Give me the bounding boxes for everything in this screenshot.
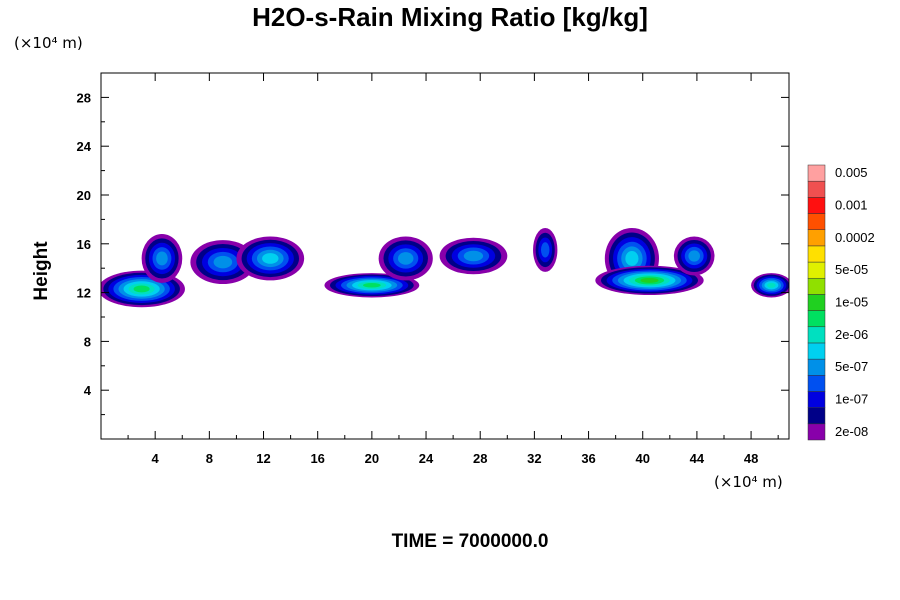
contour-level-4 <box>156 251 168 266</box>
cloud-cell <box>439 237 508 275</box>
colorbar-swatch <box>807 407 826 425</box>
x-tick-label: 44 <box>690 451 705 466</box>
colorbar-swatch <box>807 261 826 279</box>
x-tick-label: 40 <box>635 451 649 466</box>
colorbar-label: 5e-05 <box>835 262 868 277</box>
cloud-cell <box>141 234 183 283</box>
cloud-cell <box>101 270 185 308</box>
x-tick-label: 48 <box>744 451 758 466</box>
time-label: TIME = 7000000.0 <box>391 531 549 552</box>
colorbar-swatch <box>807 375 826 392</box>
colorbar-label: 2e-08 <box>835 424 868 439</box>
colorbar-swatch <box>807 326 826 344</box>
x-tick-label: 32 <box>527 451 541 466</box>
x-tick-label: 28 <box>473 451 487 466</box>
colorbar-label: 5e-07 <box>835 359 868 374</box>
y-tick-label: 28 <box>77 90 91 105</box>
colorbar-swatch <box>807 277 826 295</box>
x-tick-label: 8 <box>206 451 213 466</box>
chart-title: H2O-s-Rain Mixing Ratio [kg/kg] <box>252 2 648 32</box>
y-tick-label: 16 <box>77 237 91 252</box>
x-axis-unit: (×10⁴ m) <box>714 473 783 491</box>
colorbar-swatch <box>807 180 826 198</box>
y-tick-label: 24 <box>77 139 92 154</box>
y-tick-label: 20 <box>77 188 91 203</box>
colorbar-swatch <box>807 245 826 263</box>
y-tick-label: 4 <box>84 383 92 398</box>
cloud-cell <box>378 236 433 281</box>
x-tick-label: 16 <box>310 451 324 466</box>
colorbar-label: 2e-06 <box>835 327 868 342</box>
colorbar-label: 1e-05 <box>835 295 868 310</box>
colorbar: 2e-08 1e-07 5e-07 2e-06 1e-05 5e-05 0.0002 0.00… <box>807 164 875 441</box>
colorbar-swatch <box>807 197 826 214</box>
plot-frame <box>100 72 790 440</box>
contour-level-4 <box>463 250 484 262</box>
contour-level-5 <box>262 253 279 264</box>
colorbar-label: 0.0002 <box>835 230 875 245</box>
y-axis-unit: (×10⁴ m) <box>14 34 83 52</box>
y-tick-label: 12 <box>77 286 91 301</box>
x-tick-label: 20 <box>365 451 379 466</box>
colorbar-swatch <box>807 294 826 311</box>
contour-level-6 <box>767 282 776 288</box>
colorbar-swatch <box>807 342 826 360</box>
cloud-cell <box>673 236 715 276</box>
colorbar-swatch <box>807 391 826 408</box>
contour-level-4 <box>397 252 414 265</box>
contour-level-4 <box>213 255 233 269</box>
contour-level-8 <box>640 277 659 283</box>
colorbar-label: 1e-07 <box>835 392 868 407</box>
x-tick-label: 12 <box>256 451 270 466</box>
colorbar-label: 0.001 <box>835 197 868 212</box>
colorbar-swatch <box>807 229 826 247</box>
colorbar-swatch <box>807 164 826 182</box>
contour-level-7 <box>363 283 381 288</box>
cloud-cell <box>595 265 704 296</box>
colorbar-swatch <box>807 423 826 441</box>
contour-level-3 <box>540 242 550 258</box>
contour-field <box>101 227 789 308</box>
colorbar-swatch <box>807 213 826 230</box>
x-tick-label: 24 <box>419 451 434 466</box>
colorbar-swatch <box>807 358 826 376</box>
x-tick-label: 4 <box>152 451 160 466</box>
cloud-cell <box>751 273 789 298</box>
cloud-cell <box>533 227 558 272</box>
cloud-cell <box>236 236 305 281</box>
contour-level-5 <box>625 251 639 266</box>
contour-level-4 <box>688 250 701 262</box>
colorbar-label: 0.005 <box>835 165 868 180</box>
cloud-cell <box>324 273 420 298</box>
y-tick-label: 8 <box>84 334 91 349</box>
contour-level-7 <box>133 285 150 293</box>
colorbar-swatch <box>807 310 826 328</box>
x-tick-label: 36 <box>581 451 595 466</box>
